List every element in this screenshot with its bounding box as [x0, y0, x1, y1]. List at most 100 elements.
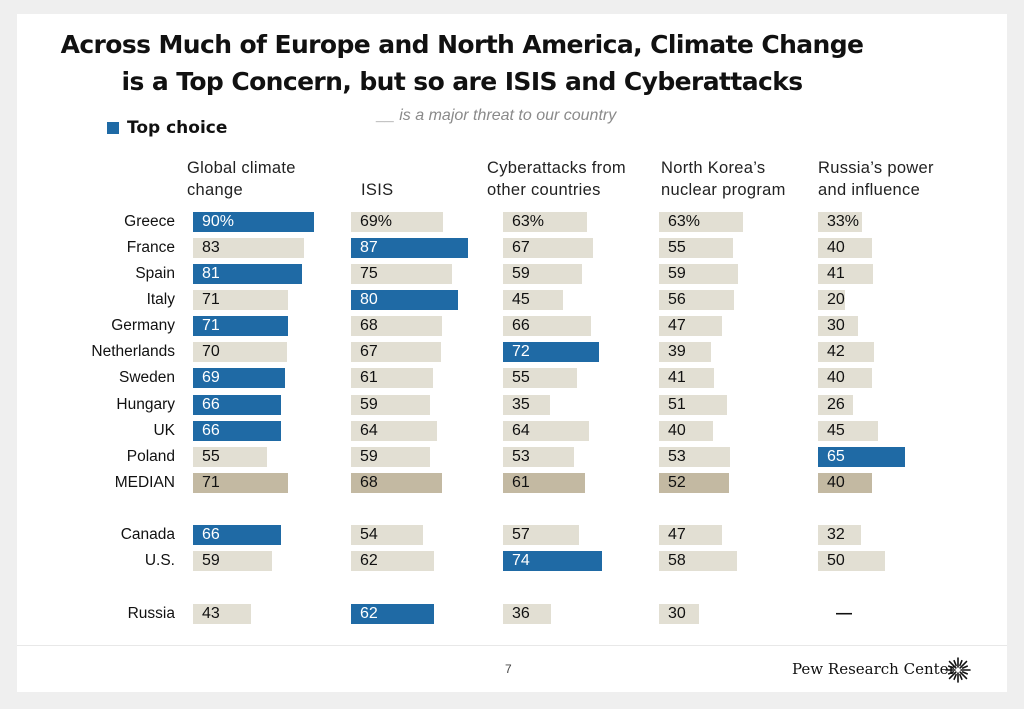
bar-north-korea-s-nuclear-program-median	[659, 473, 729, 493]
bar-russia-s-power-and-influence-italy	[818, 290, 845, 310]
bar-isis-germany	[351, 316, 442, 336]
bar-north-korea-s-nuclear-program-hungary	[659, 395, 727, 415]
row-label-germany: Germany	[111, 317, 175, 334]
value-label-russia-s-power-and-influence-spain: 41	[827, 265, 845, 282]
value-label-global-climate-change-greece: 90%	[202, 213, 235, 230]
page-number: 7	[505, 662, 512, 676]
bar-cyberattacks-from-other-countries-russia	[503, 604, 551, 624]
footer-divider	[17, 645, 1007, 646]
value-label-north-korea-s-nuclear-program-poland: 53	[668, 448, 686, 465]
bar-isis-poland	[351, 447, 430, 467]
value-label-isis-netherlands: 67	[360, 343, 378, 360]
bar-isis-sweden	[351, 368, 433, 388]
brand-name: Pew Research Center	[792, 660, 956, 678]
bar-russia-s-power-and-influence-uk	[818, 421, 878, 441]
value-label-global-climate-change-netherlands: 70	[202, 343, 220, 360]
logo-ray	[959, 660, 968, 669]
value-label-cyberattacks-from-other-countries-uk: 64	[512, 422, 530, 439]
bar-north-korea-s-nuclear-program-italy	[659, 290, 734, 310]
row-label-u-s: U.S.	[144, 552, 175, 569]
value-label-isis-median: 68	[360, 474, 378, 491]
column-header-global-climate-change: Global climate change	[187, 159, 296, 199]
value-label-north-korea-s-nuclear-program-netherlands: 39	[668, 343, 686, 360]
value-label-north-korea-s-nuclear-program-canada: 47	[668, 526, 686, 543]
bar-cyberattacks-from-other-countries-u-s	[503, 551, 602, 571]
logo-ray	[959, 671, 968, 680]
chart-title: Across Much of Europe and North America,…	[17, 26, 907, 100]
bar-russia-s-power-and-influence-poland	[818, 447, 905, 467]
column-header-cyberattacks-from-other-countries: Cyberattacks from other countries	[487, 159, 626, 199]
value-label-isis-canada: 54	[360, 526, 378, 543]
bar-isis-greece	[351, 212, 443, 232]
legend-swatch	[107, 122, 119, 134]
bar-russia-s-power-and-influence-canada	[818, 525, 861, 545]
bar-cyberattacks-from-other-countries-spain	[503, 264, 582, 284]
value-label-cyberattacks-from-other-countries-greece: 63%	[512, 213, 545, 230]
row-label-greece: Greece	[124, 213, 175, 230]
bar-north-korea-s-nuclear-program-germany	[659, 316, 722, 336]
logo-ray	[961, 665, 969, 669]
value-label-isis-uk: 64	[360, 422, 378, 439]
value-label-isis-france: 87	[360, 239, 378, 256]
value-label-russia-s-power-and-influence-russia: —	[836, 605, 852, 622]
value-label-isis-spain: 75	[360, 265, 378, 282]
value-label-cyberattacks-from-other-countries-u-s: 74	[512, 552, 530, 569]
value-label-cyberattacks-from-other-countries-russia: 36	[512, 605, 530, 622]
bar-cyberattacks-from-other-countries-hungary	[503, 395, 550, 415]
bar-north-korea-s-nuclear-program-sweden	[659, 368, 714, 388]
bar-isis-netherlands	[351, 342, 441, 362]
value-label-russia-s-power-and-influence-greece: 33%	[827, 213, 860, 230]
value-label-global-climate-change-u-s: 59	[202, 552, 220, 569]
bar-global-climate-change-sweden	[193, 368, 285, 388]
row-label-uk: UK	[153, 422, 175, 439]
bar-global-climate-change-spain	[193, 264, 302, 284]
bar-global-climate-change-netherlands	[193, 342, 287, 362]
bar-global-climate-change-poland	[193, 447, 267, 467]
value-label-russia-s-power-and-influence-median: 40	[827, 474, 845, 491]
value-label-global-climate-change-median: 71	[202, 474, 220, 491]
value-label-russia-s-power-and-influence-uk: 45	[827, 422, 845, 439]
bar-russia-s-power-and-influence-spain	[818, 264, 873, 284]
bar-cyberattacks-from-other-countries-greece	[503, 212, 587, 232]
value-label-cyberattacks-from-other-countries-netherlands: 72	[512, 343, 530, 360]
bar-cyberattacks-from-other-countries-sweden	[503, 368, 577, 388]
value-label-north-korea-s-nuclear-program-italy: 56	[668, 291, 686, 308]
bar-north-korea-s-nuclear-program-uk	[659, 421, 713, 441]
bar-isis-median	[351, 473, 442, 493]
value-label-global-climate-change-germany: 71	[202, 317, 220, 334]
bar-russia-s-power-and-influence-hungary	[818, 395, 853, 415]
bar-global-climate-change-hungary	[193, 395, 281, 415]
bar-cyberattacks-from-other-countries-uk	[503, 421, 589, 441]
value-label-global-climate-change-canada: 66	[202, 526, 220, 543]
value-label-isis-sweden: 61	[360, 369, 378, 386]
bar-cyberattacks-from-other-countries-france	[503, 238, 593, 258]
bar-russia-s-power-and-influence-greece	[818, 212, 862, 232]
bar-north-korea-s-nuclear-program-france	[659, 238, 733, 258]
bar-isis-france	[351, 238, 468, 258]
value-label-cyberattacks-from-other-countries-italy: 45	[512, 291, 530, 308]
bar-russia-s-power-and-influence-france	[818, 238, 872, 258]
value-label-global-climate-change-france: 83	[202, 239, 220, 256]
chart-subtitle: __ is a major threat to our country	[377, 107, 617, 124]
value-label-cyberattacks-from-other-countries-france: 67	[512, 239, 530, 256]
bar-cyberattacks-from-other-countries-canada	[503, 525, 579, 545]
value-label-russia-s-power-and-influence-canada: 32	[827, 526, 845, 543]
row-label-russia: Russia	[127, 605, 175, 622]
value-label-north-korea-s-nuclear-program-france: 55	[668, 239, 686, 256]
bar-global-climate-change-germany	[193, 316, 288, 336]
value-label-russia-s-power-and-influence-poland: 65	[827, 448, 845, 465]
pew-logo-icon	[945, 657, 971, 683]
bar-isis-spain	[351, 264, 452, 284]
value-label-global-climate-change-russia: 43	[202, 605, 220, 622]
bar-isis-uk	[351, 421, 437, 441]
value-label-north-korea-s-nuclear-program-greece: 63%	[668, 213, 701, 230]
row-label-italy: Italy	[146, 291, 175, 308]
logo-ray	[959, 673, 963, 681]
row-label-hungary: Hungary	[116, 396, 175, 413]
value-label-cyberattacks-from-other-countries-sweden: 55	[512, 369, 530, 386]
logo-ray	[953, 673, 957, 681]
bar-global-climate-change-france	[193, 238, 304, 258]
bar-north-korea-s-nuclear-program-canada	[659, 525, 722, 545]
logo-ray	[947, 665, 955, 669]
bar-russia-s-power-and-influence-u-s	[818, 551, 885, 571]
